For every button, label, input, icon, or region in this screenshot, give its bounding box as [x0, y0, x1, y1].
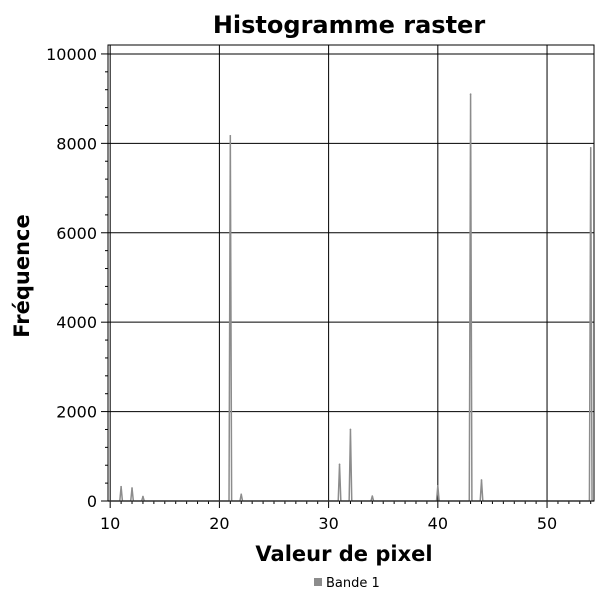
- grid: [108, 45, 594, 501]
- y-axis-label: Fréquence: [10, 214, 34, 337]
- y-tick-label: 0: [87, 492, 97, 511]
- y-tick-label: 6000: [56, 224, 97, 243]
- data-point: [589, 147, 592, 149]
- legend: Bande 1: [314, 576, 380, 591]
- data-point: [437, 485, 439, 487]
- y-tick-label: 4000: [56, 313, 97, 332]
- y-axis: 0 2000 4000 6000 8000 10000: [46, 45, 108, 511]
- plot-border: [107, 44, 595, 502]
- x-axis: 10 20 30 40 50: [100, 501, 592, 533]
- x-tick-label: 30: [318, 514, 338, 533]
- data-point: [469, 93, 472, 95]
- x-tick-label: 20: [209, 514, 229, 533]
- chart-title: Histogramme raster: [213, 11, 485, 39]
- data-point: [142, 495, 144, 498]
- data-point: [131, 487, 133, 489]
- data-point: [480, 479, 483, 481]
- legend-label: Bande 1: [326, 576, 380, 591]
- plot-area: [108, 45, 594, 501]
- y-tick-label: 10000: [46, 45, 97, 64]
- x-tick-label: 10: [100, 514, 120, 533]
- x-axis-label: Valeur de pixel: [255, 542, 432, 566]
- x-tick-label: 40: [428, 514, 448, 533]
- data-point: [349, 428, 352, 431]
- y-tick-label: 2000: [56, 403, 97, 422]
- x-tick-label: 50: [537, 514, 557, 533]
- data-point: [120, 485, 122, 488]
- data-point: [338, 463, 341, 466]
- data-point: [229, 134, 232, 137]
- legend-swatch: [314, 578, 322, 586]
- data-point: [240, 493, 243, 496]
- data-point: [371, 495, 374, 497]
- y-tick-label: 8000: [56, 134, 97, 153]
